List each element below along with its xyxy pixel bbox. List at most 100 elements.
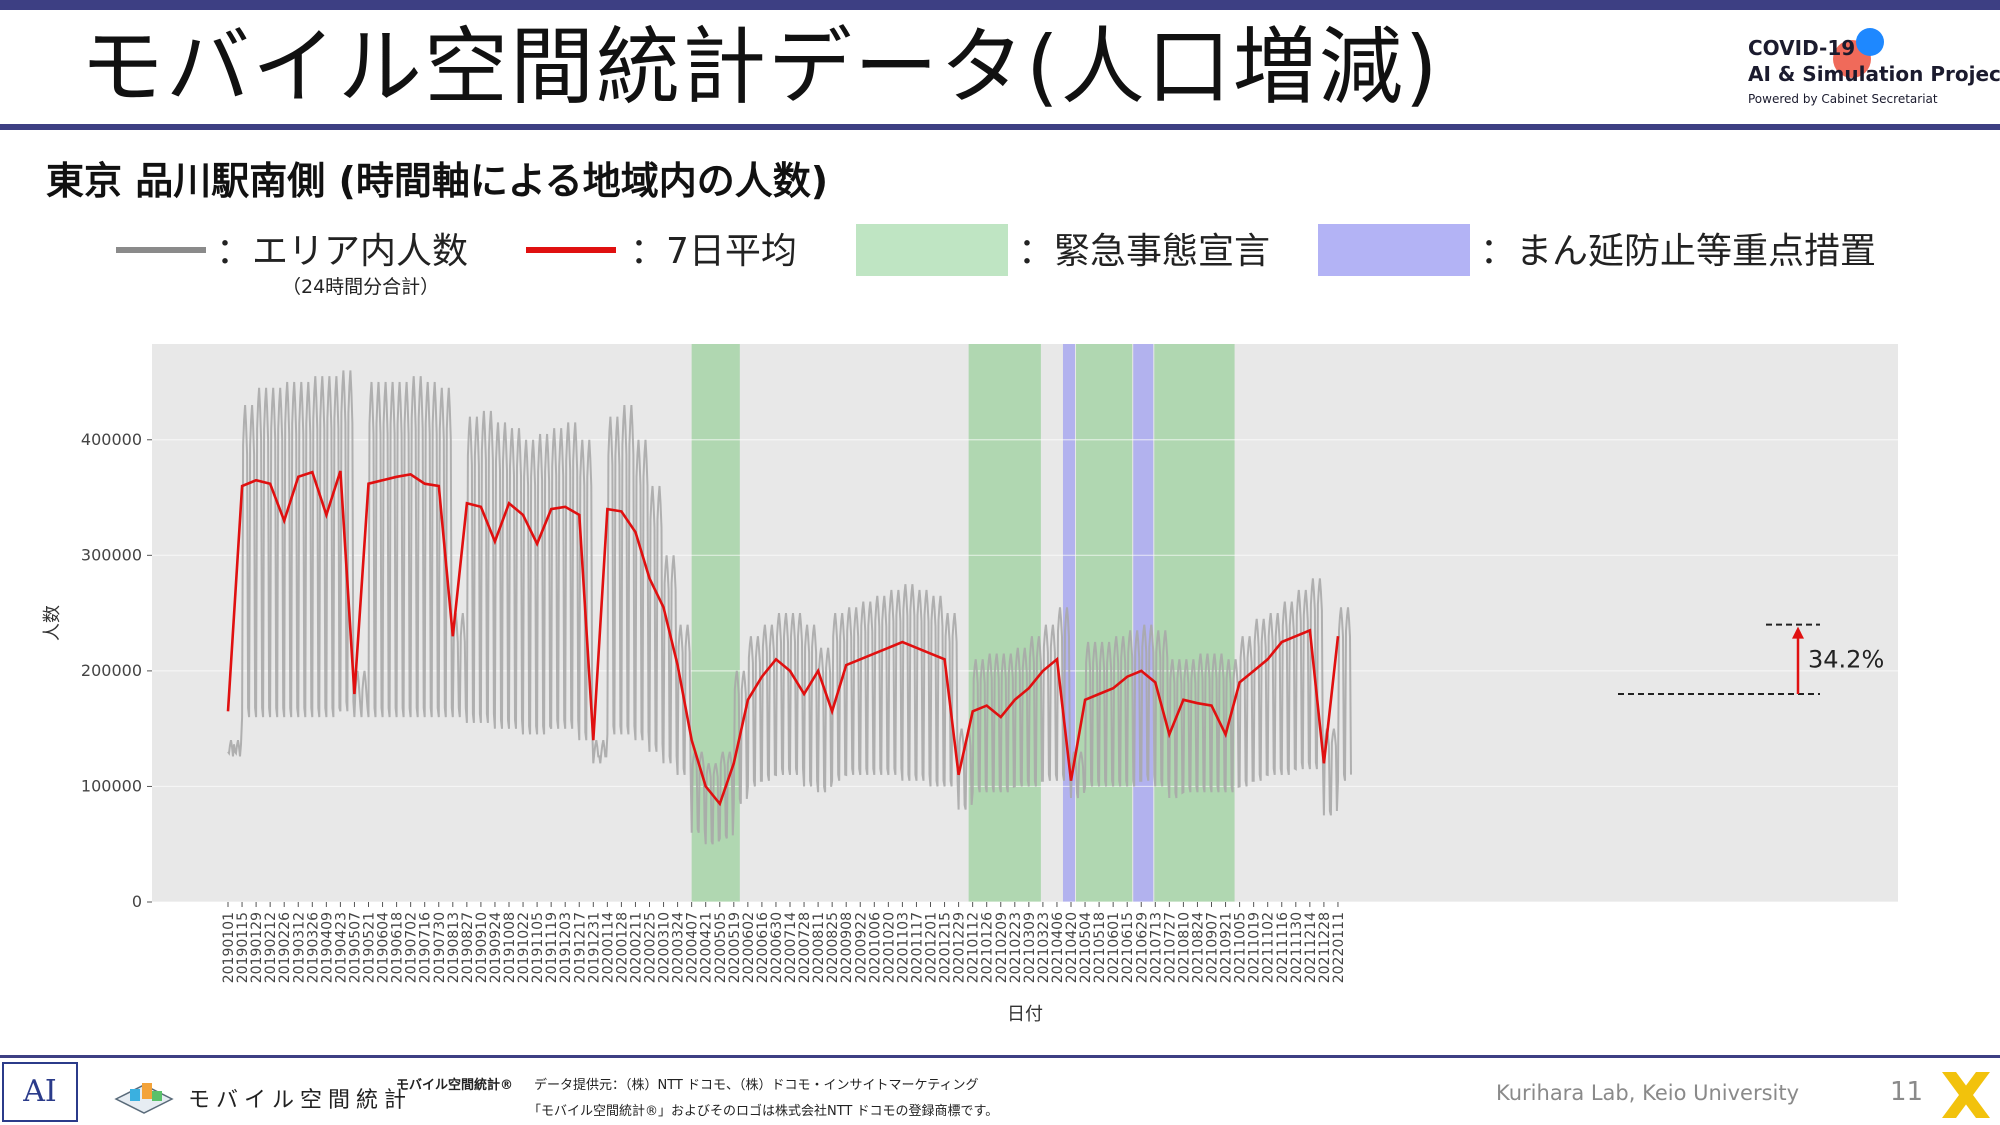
x-tick-label: 20191203 (558, 912, 574, 983)
x-tick-label: 20191105 (530, 912, 546, 983)
x-tick-label: 20200811 (811, 912, 827, 983)
brand-line2: AI & Simulation Project (1748, 62, 2000, 86)
x-tick-label: 20210406 (1050, 912, 1066, 983)
x-tick-label: 20190115 (235, 912, 251, 983)
footer-divider (0, 1055, 2000, 1058)
legend-gray-sublabel: （24時間分合計） (282, 276, 440, 298)
x-tick-label: 20190423 (333, 912, 349, 983)
x-tick-label: 20201006 (867, 912, 883, 983)
x-tick-label: 20200728 (797, 912, 813, 983)
x-tick-label: 20190716 (418, 912, 434, 983)
x-tick-label: 20190129 (249, 912, 265, 983)
x-tick-label: 20200519 (727, 912, 743, 983)
x-tick-label: 20190702 (404, 912, 420, 983)
x-tick-label: 20190924 (488, 912, 504, 983)
x-tick-label: 20191008 (502, 912, 518, 983)
x-tick-label: 20210518 (1092, 912, 1108, 983)
x-tick-label: 20190618 (390, 912, 406, 983)
x-tick-label: 20211214 (1303, 912, 1319, 983)
shaded-region-3 (1076, 344, 1133, 902)
x-tick-label: 20200310 (657, 912, 673, 983)
x-tick-label: 20211005 (1233, 912, 1249, 983)
x-tick-label: 20211116 (1275, 912, 1291, 983)
page-title: モバイル空間統計データ(人口増減) (80, 18, 1440, 116)
x-tick-label: 20210504 (1078, 912, 1094, 983)
x-tick-label: 20210309 (1022, 912, 1038, 983)
x-tick-label: 20190212 (263, 912, 279, 983)
x-axis-label: 日付 (1007, 1004, 1043, 1025)
x-tick-label: 20211102 (1261, 912, 1277, 983)
y-tick-label: 300000 (81, 545, 142, 564)
daily-series-line (227, 370, 1352, 845)
legend-purple-label: ：まん延防止等重点措置 (1480, 231, 1877, 272)
legend-red-line (526, 247, 616, 253)
mobile-stats-logo-text: モバイル空間統計 (188, 1088, 413, 1113)
x-tick-label: 20200922 (853, 912, 869, 983)
y-tick-label: 200000 (81, 661, 142, 680)
x-tick-label: 20220111 (1331, 912, 1347, 983)
x-tick-label: 20210629 (1134, 912, 1150, 983)
x-tick-label: 20211019 (1247, 912, 1263, 983)
x-tick-label: 20190827 (460, 912, 476, 983)
x-mark-logo-icon (1942, 1072, 1990, 1118)
x-tick-label: 20190604 (376, 912, 392, 983)
x-tick-label: 20210112 (966, 912, 982, 983)
x-tick-label: 20200211 (628, 912, 644, 983)
legend-green-box (856, 224, 1008, 276)
x-tick-label: 20200825 (825, 912, 841, 983)
x-tick-label: 20190312 (291, 912, 307, 983)
x-tick-label: 20190226 (277, 912, 293, 983)
x-tick-label: 20210824 (1190, 912, 1206, 983)
y-tick-label: 0 (132, 892, 142, 911)
y-axis-label: 人数 (42, 605, 63, 641)
top-accent-bar (0, 0, 2000, 10)
x-tick-label: 20201201 (924, 912, 940, 983)
x-tick-label: 20210126 (980, 912, 996, 983)
x-tick-label: 20190730 (432, 912, 448, 983)
legend-green-label: ：緊急事態宣言 (1018, 231, 1271, 272)
x-tick-label: 20191231 (586, 912, 602, 983)
x-tick-label: 20210209 (994, 912, 1010, 983)
annotation-label: 34.2% (1808, 645, 1884, 673)
x-tick-label: 20191217 (572, 912, 588, 983)
covid-project-logo: COVID-19 AI & Simulation Project Powered… (1748, 28, 2000, 118)
x-tick-label: 20210727 (1162, 912, 1178, 983)
x-tick-label: 20201103 (895, 912, 911, 983)
y-tick-label: 400000 (81, 430, 142, 449)
shaded-region-4 (1133, 344, 1154, 902)
x-tick-label: 20191022 (516, 912, 532, 983)
title-divider (0, 124, 2000, 130)
annotation-arrow-head (1792, 626, 1804, 639)
x-tick-label: 20200407 (685, 912, 701, 983)
x-tick-label: 20190910 (474, 912, 490, 983)
x-tick-label: 20211228 (1317, 912, 1333, 983)
x-tick-label: 20200602 (741, 912, 757, 983)
mobile-stats-logo-icon (114, 1083, 174, 1114)
ai-lab-logo: AI (2, 1062, 78, 1122)
x-tick-label: 20201020 (881, 912, 897, 983)
legend-gray-label: ：エリア内人数 (216, 231, 469, 272)
lab-credit: Kurihara Lab, Keio University (1496, 1081, 1800, 1105)
x-tick-label: 20190409 (319, 912, 335, 983)
chart-subtitle: 東京 品川駅南側 (時間軸による地域内の人数) (46, 159, 829, 203)
trademark-left: モバイル空間統計® (396, 1078, 514, 1093)
x-tick-label: 20201229 (952, 912, 968, 983)
x-tick-label: 20210420 (1064, 912, 1080, 983)
x-tick-label: 20190521 (362, 912, 378, 983)
x-tick-label: 20210223 (1008, 912, 1024, 983)
x-tick-label: 20190101 (221, 912, 237, 983)
brand-line3: Powered by Cabinet Secretariat (1748, 92, 1938, 106)
x-tick-label: 20211130 (1289, 912, 1305, 983)
x-tick-label: 20210323 (1036, 912, 1052, 983)
x-tick-label: 20210810 (1176, 912, 1192, 983)
shaded-region-1 (968, 344, 1041, 902)
x-tick-label: 20190507 (347, 912, 363, 983)
legend-gray-line (116, 247, 206, 253)
legend-red-label: ：7日平均 (630, 231, 797, 272)
avg-series-line (226, 470, 1340, 807)
x-tick-label: 20201117 (909, 912, 925, 983)
x-tick-label: 20210601 (1106, 912, 1122, 983)
x-tick-label: 20200616 (755, 912, 771, 983)
x-tick-label: 20190813 (446, 912, 462, 983)
x-tick-label: 20200714 (783, 912, 799, 983)
